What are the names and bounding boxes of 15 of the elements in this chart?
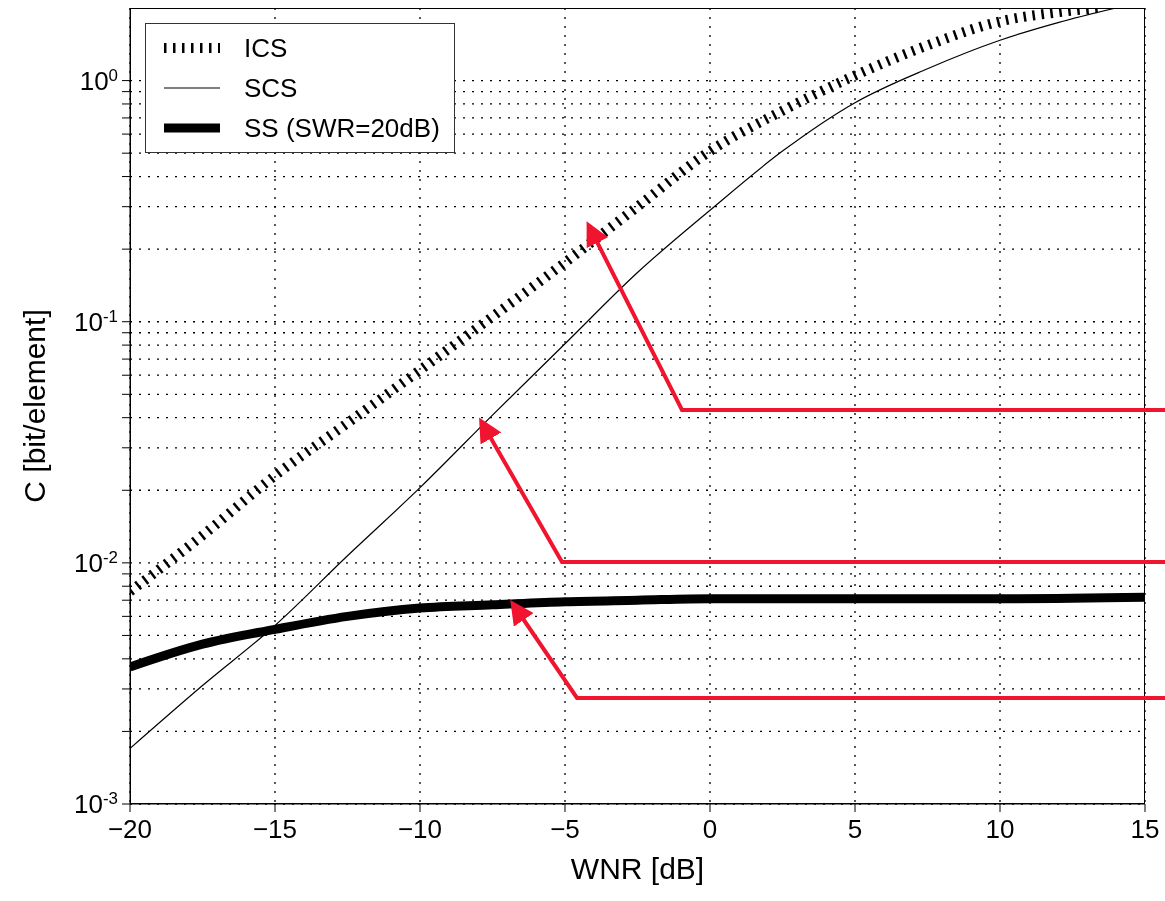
y-tick-label: 10$^{-2}$ [74,547,118,578]
x-axis-title: WNR [dB] [570,852,705,885]
y-tick-label: 10$^{-1}$ [74,306,118,337]
x-tick-label: 5 [847,814,863,844]
x-tick-label: 0 [702,814,718,844]
y-tick-label: 10$^{0}$ [79,65,118,96]
legend-label: SS (SWR=20dB) [244,112,440,144]
legend-label: SCS [244,72,298,104]
legend-label: ICS [244,32,288,64]
x-tick-label: −15 [252,814,298,844]
x-tick-label: 15 [1130,814,1160,844]
x-tick-label: −10 [397,814,443,844]
x-tick-label: 10 [985,814,1015,844]
x-tick-label: −5 [550,814,580,844]
y-axis-title: C [bit/element] [17,309,51,503]
